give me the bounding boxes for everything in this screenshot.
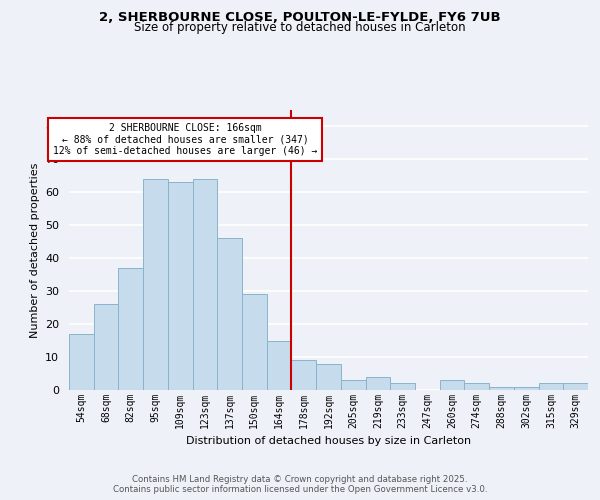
Bar [440,380,464,390]
Bar [563,384,588,390]
Bar [168,182,193,390]
Bar [539,384,563,390]
Bar [193,179,217,390]
Bar [514,386,539,390]
Bar [365,377,390,390]
Bar [267,340,292,390]
Bar [341,380,365,390]
Bar [94,304,118,390]
Bar [118,268,143,390]
Text: Contains HM Land Registry data © Crown copyright and database right 2025.
Contai: Contains HM Land Registry data © Crown c… [113,474,487,494]
Bar [464,384,489,390]
Bar [217,238,242,390]
Y-axis label: Number of detached properties: Number of detached properties [29,162,40,338]
Bar [69,334,94,390]
Text: 2 SHERBOURNE CLOSE: 166sqm
← 88% of detached houses are smaller (347)
12% of sem: 2 SHERBOURNE CLOSE: 166sqm ← 88% of deta… [53,123,317,156]
Bar [390,384,415,390]
Text: 2, SHERBOURNE CLOSE, POULTON-LE-FYLDE, FY6 7UB: 2, SHERBOURNE CLOSE, POULTON-LE-FYLDE, F… [99,11,501,24]
X-axis label: Distribution of detached houses by size in Carleton: Distribution of detached houses by size … [186,436,471,446]
Bar [316,364,341,390]
Bar [242,294,267,390]
Bar [292,360,316,390]
Bar [143,179,168,390]
Bar [489,386,514,390]
Text: Size of property relative to detached houses in Carleton: Size of property relative to detached ho… [134,22,466,35]
